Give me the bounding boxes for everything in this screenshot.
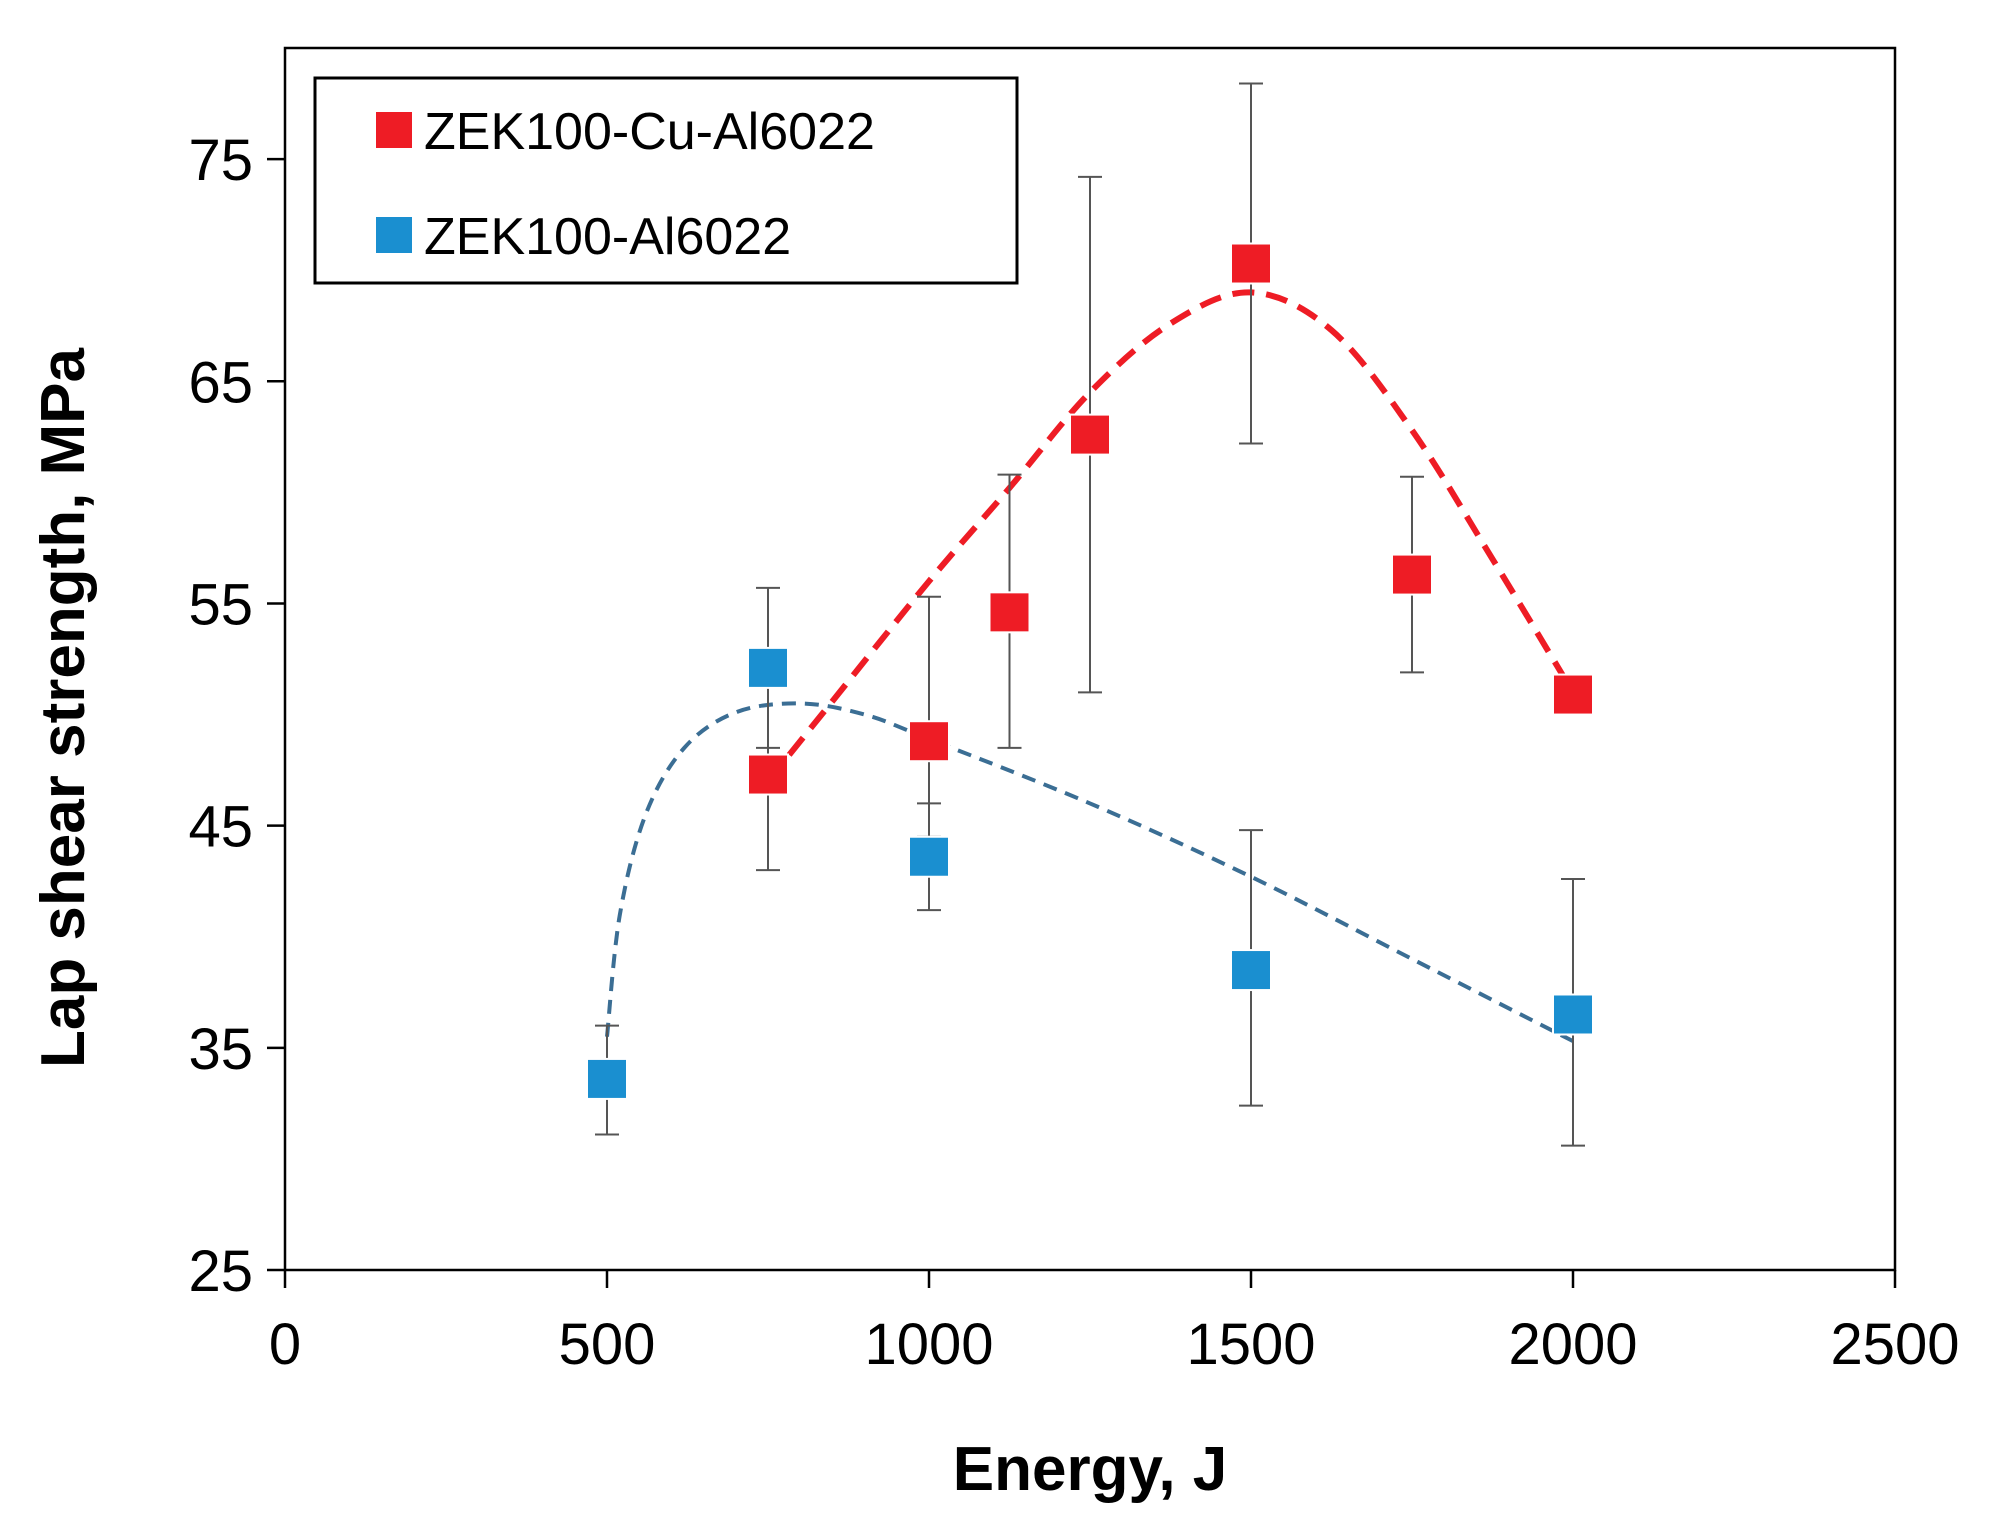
x-tick-label: 0 bbox=[269, 1312, 301, 1377]
legend: ZEK100-Cu-Al6022 ZEK100-Al6022 bbox=[313, 76, 1019, 285]
legend-label: ZEK100-Al6022 bbox=[424, 208, 791, 266]
trendline-zek100-al6022 bbox=[605, 701, 1574, 1043]
x-tick-label: 2000 bbox=[1508, 1312, 1637, 1377]
trendlines bbox=[605, 289, 1576, 1043]
x-tick-label: 1500 bbox=[1186, 1312, 1315, 1377]
y-tick-label: 45 bbox=[188, 795, 253, 860]
x-tick-label: 2500 bbox=[1830, 1312, 1959, 1377]
x-tick-label: 1000 bbox=[864, 1312, 993, 1377]
data-point-zek100-cu-al6022 bbox=[747, 753, 789, 796]
legend-marker bbox=[376, 112, 412, 148]
data-point-zek100-al6022 bbox=[908, 835, 950, 878]
trendline-zek100-cu-al6022 bbox=[765, 289, 1576, 784]
x-tick-label: 500 bbox=[559, 1312, 656, 1377]
legend-marker bbox=[376, 217, 412, 253]
y-axis-title: Lap shear strength, MPa bbox=[29, 347, 98, 1068]
data-point-zek100-al6022 bbox=[586, 1057, 628, 1100]
y-tick-label: 25 bbox=[188, 1239, 253, 1304]
y-tick-label: 75 bbox=[188, 128, 253, 193]
data-point-zek100-cu-al6022 bbox=[1552, 673, 1594, 716]
data-markers bbox=[586, 242, 1594, 1100]
data-point-zek100-al6022 bbox=[1552, 993, 1594, 1036]
plot-area bbox=[283, 46, 1897, 1272]
data-point-zek100-cu-al6022 bbox=[1069, 413, 1111, 456]
data-point-zek100-al6022 bbox=[747, 646, 789, 689]
data-point-zek100-cu-al6022 bbox=[988, 591, 1031, 634]
data-point-zek100-cu-al6022 bbox=[908, 720, 950, 763]
data-point-zek100-cu-al6022 bbox=[1230, 242, 1272, 285]
y-tick-label: 65 bbox=[188, 350, 253, 415]
axes: 0 500 1000 1500 2000 2500 25 35 45 55 65 75 bbox=[188, 128, 1959, 1377]
y-tick-label: 55 bbox=[188, 572, 253, 637]
data-point-zek100-al6022 bbox=[1230, 949, 1272, 992]
plot-frame bbox=[283, 46, 1897, 1272]
legend-label: ZEK100-Cu-Al6022 bbox=[424, 103, 875, 161]
data-point-zek100-cu-al6022 bbox=[1391, 553, 1433, 596]
legend-box bbox=[313, 76, 1019, 285]
y-tick-label: 35 bbox=[188, 1017, 253, 1082]
x-axis-title: Energy, J bbox=[953, 1435, 1228, 1504]
